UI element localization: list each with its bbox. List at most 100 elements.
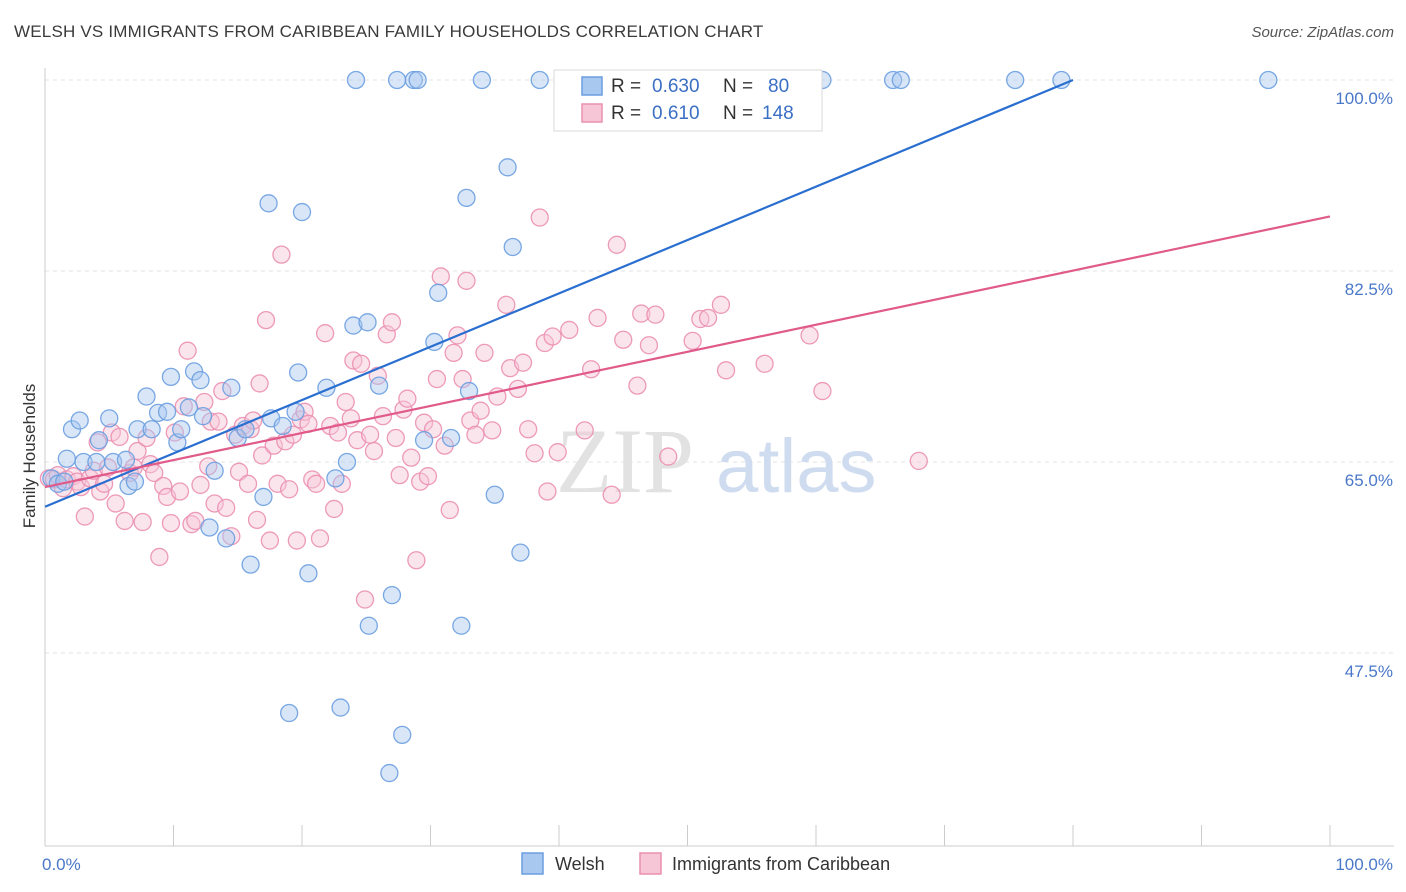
caribbean-point-87 — [390, 465, 409, 485]
welsh-point-57 — [414, 431, 434, 450]
legend-carib-n-value: 148 — [762, 103, 794, 124]
y-tick-labels: 47.5% 65.0% 82.5% 100.0% — [1335, 89, 1393, 681]
legend-carib-n-label: N = — [723, 103, 753, 124]
caribbean-point-130 — [639, 336, 659, 355]
caribbean-point-125 — [602, 485, 621, 504]
x-tick-labels: 0.0% 100.0% — [42, 855, 1393, 874]
caribbean-point-137 — [716, 361, 736, 380]
legend-welsh-n-label: N = — [723, 76, 753, 97]
caribbean-point-26 — [150, 547, 169, 567]
caribbean-point-96 — [427, 369, 447, 389]
welsh-point-79 — [1259, 70, 1278, 90]
welsh-point-24 — [191, 370, 210, 390]
caribbean-point-141 — [909, 451, 928, 471]
welsh-point-26 — [200, 518, 219, 537]
watermark-atlas: atlas — [716, 424, 877, 509]
chart-title: WELSH VS IMMIGRANTS FROM CARIBBEAN FAMIL… — [14, 22, 764, 41]
caribbean-point-17 — [110, 427, 129, 447]
caribbean-point-122 — [575, 421, 594, 440]
welsh-point-40 — [292, 202, 312, 222]
caribbean-point-118 — [538, 482, 557, 501]
legend-welsh-r-value: 0.630 — [652, 76, 700, 97]
welsh-point-28 — [217, 529, 236, 548]
caribbean-point-31 — [170, 482, 190, 501]
welsh-point-43 — [326, 469, 345, 488]
legend-carib-r-label: R = — [611, 103, 641, 124]
caribbean-point-60 — [279, 480, 299, 499]
welsh-point-47 — [346, 70, 366, 90]
axes — [44, 68, 1394, 847]
welsh-point-64 — [472, 70, 492, 90]
caribbean-point-68 — [310, 529, 330, 548]
welsh-point-66 — [498, 158, 517, 177]
bottom-legend-welsh-label: Welsh — [555, 854, 605, 874]
welsh-point-16 — [142, 420, 161, 439]
welsh-point-25 — [193, 407, 213, 426]
caribbean-point-91 — [407, 551, 426, 570]
legend-carib-r-value: 0.610 — [652, 103, 700, 124]
caribbean-point-62 — [287, 531, 307, 550]
caribbean-point-55 — [260, 531, 280, 550]
caribbean-point-106 — [471, 401, 490, 420]
caribbean-point-110 — [497, 295, 516, 314]
y-tick-label-0: 47.5% — [1345, 662, 1393, 681]
watermark-zip: ZIP — [556, 410, 694, 512]
legend: R = 0.630 N = 80 R = 0.610 N = 148 — [553, 69, 823, 132]
legend-welsh-r-label: R = — [611, 76, 641, 97]
welsh-point-13 — [125, 472, 145, 491]
caribbean-point-99 — [440, 500, 459, 520]
caribbean-point-81 — [364, 441, 384, 461]
caribbean-point-126 — [607, 235, 626, 254]
bottom-legend-carib-swatch — [639, 852, 662, 875]
welsh-point-3 — [57, 449, 76, 468]
welsh-point-54 — [393, 725, 412, 745]
caribbean-point-8 — [75, 507, 94, 526]
welsh-point-56 — [408, 70, 427, 90]
caribbean-point-40 — [205, 494, 224, 513]
caribbean-point-52 — [250, 374, 269, 393]
welsh-point-29 — [222, 378, 241, 397]
caribbean-point-119 — [543, 327, 562, 346]
welsh-point-50 — [369, 376, 389, 395]
caribbean-trendline — [44, 215, 1331, 489]
caribbean-point-33 — [178, 341, 197, 360]
caribbean-point-108 — [483, 421, 502, 440]
caribbean-point-36 — [191, 475, 210, 495]
caribbean-point-133 — [683, 331, 702, 351]
caribbean-point-53 — [253, 446, 272, 465]
welsh-point-77 — [1006, 70, 1025, 90]
caribbean-point-89 — [398, 389, 417, 408]
x-tick-label-0: 0.0% — [42, 855, 81, 874]
legend-carib-swatch — [581, 103, 603, 123]
welsh-point-68 — [511, 543, 530, 562]
welsh-point-75 — [883, 70, 903, 90]
welsh-point-37 — [279, 703, 299, 723]
caribbean-point-80 — [360, 425, 380, 444]
caribbean-point-116 — [530, 208, 549, 227]
caribbean-point-132 — [659, 447, 678, 466]
caribbean-point-51 — [247, 510, 267, 529]
caribbean-point-100 — [444, 343, 463, 363]
legend-welsh-n-value: 80 — [768, 76, 789, 97]
welsh-point-46 — [344, 316, 363, 335]
caribbean-point-54 — [256, 310, 276, 330]
caribbean-point-135 — [698, 308, 718, 328]
welsh-point-53 — [387, 70, 407, 90]
welsh-point-76 — [891, 70, 910, 90]
caribbean-point-127 — [614, 330, 633, 349]
caribbean-point-134 — [691, 309, 710, 329]
caribbean-point-129 — [632, 304, 651, 323]
welsh-point-45 — [337, 452, 357, 472]
caribbean-point-72 — [328, 423, 348, 442]
bottom-legend: Welsh Immigrants from Caribbean — [521, 852, 890, 875]
welsh-point-51 — [380, 763, 399, 783]
welsh-point-49 — [359, 616, 378, 635]
caribbean-point-43 — [217, 498, 236, 517]
welsh-point-14 — [128, 420, 147, 439]
welsh-point-36 — [273, 416, 292, 436]
caribbean-point-48 — [238, 474, 258, 493]
welsh-point-62 — [457, 188, 476, 208]
welsh-point-60 — [441, 428, 461, 448]
welsh-point-59 — [429, 283, 448, 302]
